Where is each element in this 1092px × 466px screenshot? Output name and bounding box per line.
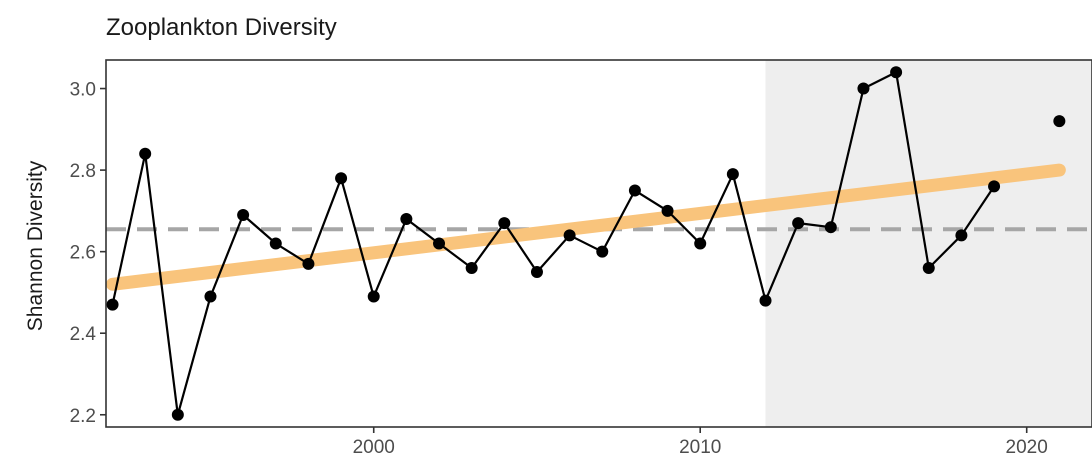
data-point <box>824 221 837 234</box>
data-point <box>988 180 1001 193</box>
data-point <box>530 266 543 279</box>
data-point <box>106 298 119 311</box>
trend-line-layer <box>106 163 1066 291</box>
x-tick-label: 2020 <box>1006 437 1048 458</box>
data-point <box>433 237 446 250</box>
data-point <box>139 147 152 160</box>
y-axis-title: Shannon Diversity <box>24 160 47 331</box>
data-point <box>465 261 478 274</box>
data-point <box>367 290 380 303</box>
data-point <box>563 229 576 242</box>
trend-line <box>106 163 1066 291</box>
y-tick-label: 2.6 <box>70 243 96 264</box>
points-layer <box>106 66 1066 421</box>
data-point <box>955 229 968 242</box>
data-point <box>922 261 935 274</box>
y-tick-label: 2.8 <box>70 161 96 182</box>
y-tick-label: 3.0 <box>70 80 96 101</box>
data-point <box>302 257 315 270</box>
data-point <box>171 408 184 421</box>
data-point-extra <box>1053 115 1066 128</box>
data-point <box>759 294 772 307</box>
data-point <box>237 208 250 221</box>
axis-layer: 2.2 2.4 2.6 2.8 3.0 2000 2010 2020 <box>70 59 1092 458</box>
data-point <box>269 237 282 250</box>
chart-title: Zooplankton Diversity <box>106 14 337 41</box>
data-point <box>335 172 348 185</box>
data-point <box>400 213 413 226</box>
data-point <box>726 168 739 181</box>
data-point <box>204 290 217 303</box>
plot-border <box>105 59 1092 428</box>
data-point <box>596 245 609 258</box>
y-tick-label: 2.4 <box>70 324 97 345</box>
data-point <box>694 237 707 250</box>
series-layer <box>111 70 996 416</box>
data-point <box>792 217 805 230</box>
data-point <box>498 217 511 230</box>
x-tick-label: 2010 <box>679 437 721 458</box>
data-point <box>628 184 641 197</box>
data-point <box>661 204 674 217</box>
shaded-region <box>765 60 1092 427</box>
x-tick-label: 2000 <box>353 437 395 458</box>
series-line <box>111 70 996 416</box>
y-tick-label: 2.2 <box>70 406 96 427</box>
data-point <box>890 66 903 79</box>
data-point <box>857 82 870 95</box>
shaded-region-layer <box>765 60 1092 427</box>
